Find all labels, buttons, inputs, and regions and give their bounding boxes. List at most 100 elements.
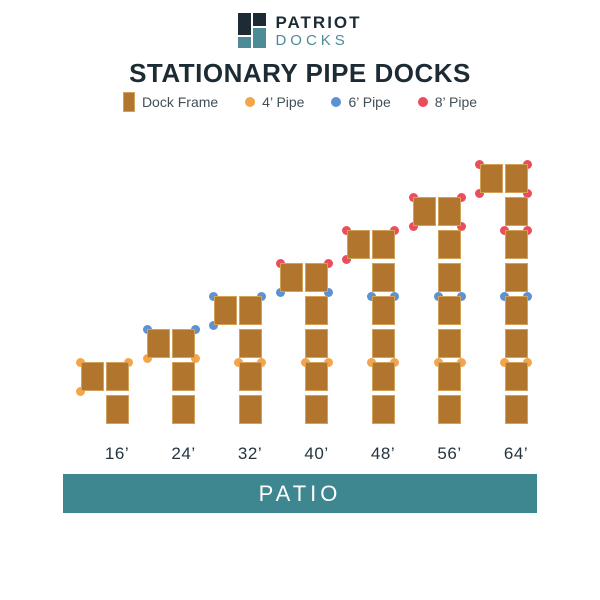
dock-frame-walkway: [504, 263, 528, 292]
dock-frame-walkway: [504, 197, 528, 226]
pipe8-dot: [408, 221, 418, 231]
pipe8-dot: [456, 192, 466, 202]
brand-name-top: PATRIOT: [275, 13, 362, 32]
legend-label: Dock Frame: [141, 94, 219, 110]
pipe-dot-swatch: [245, 97, 256, 107]
logo-rect-teal-small: [238, 37, 252, 48]
pipe4-dot: [257, 357, 266, 367]
dock-frame-walkway: [172, 362, 195, 391]
legend-item-1: 4’ Pipe: [245, 94, 304, 110]
dock-frame-head-right: [172, 329, 195, 358]
dock-frame-head-right: [371, 230, 395, 259]
dock-frame-head-right: [438, 197, 461, 226]
dock-frame-walkway: [371, 263, 395, 292]
patriot-docks-logo: PATRIOT DOCKS: [238, 12, 361, 49]
pipe8-dot: [523, 225, 532, 235]
pipe4-dot: [456, 357, 466, 367]
pipe-dot-swatch: [331, 97, 342, 107]
dock-frame-walkway: [438, 263, 461, 292]
dock-frame-walkway: [371, 395, 395, 424]
pipe4-dot: [323, 357, 333, 367]
dock-frame-walkway: [438, 230, 461, 259]
dock-length-label: 56’: [437, 444, 462, 463]
dock-frame-walkway: [438, 362, 461, 391]
pipe4-dot: [76, 386, 85, 396]
legend-label: 8’ Pipe: [434, 94, 478, 110]
dock-frame-walkway: [305, 296, 328, 325]
dock-frame-walkway: [238, 395, 262, 424]
legend: Dock Frame 4’ Pipe 6’ Pipe 8’ Pipe: [0, 92, 600, 112]
logo-rect-dark-small: [253, 13, 267, 26]
pipe8-dot: [342, 254, 351, 264]
dock-frame-head-right: [305, 263, 328, 292]
pipe6-dot: [323, 287, 333, 297]
pipe6-dot: [523, 291, 532, 301]
dock-frame-walkway: [504, 230, 528, 259]
pipe4-dot: [124, 357, 133, 367]
dock-length-label: 64’: [503, 444, 529, 463]
dock-frame-walkway: [504, 395, 528, 424]
pipe8-dot: [523, 159, 532, 169]
dock-frame-head-left: [213, 296, 237, 325]
dock-frame-head-right: [105, 362, 129, 391]
dock-frame-head-left: [413, 197, 436, 226]
legend-item-0: Dock Frame: [122, 92, 219, 112]
dock-frame-head-left: [346, 230, 370, 259]
dock-frame-walkway: [438, 395, 461, 424]
pipe8-dot: [390, 225, 399, 235]
pipe8-dot: [456, 221, 466, 231]
pipe6-dot: [209, 320, 218, 330]
pipe4-dot: [142, 353, 152, 363]
pipe6-dot: [257, 291, 266, 301]
dock-frame-walkway: [371, 362, 395, 391]
dock-frame-head-left: [80, 362, 104, 391]
logo-mark-icon: [238, 12, 267, 49]
dock-frame-walkway: [238, 362, 262, 391]
dock-frame-walkway: [438, 329, 461, 358]
dock-frame-walkway: [305, 395, 328, 424]
pipe-dot-swatch: [417, 97, 428, 107]
pipe6-dot: [190, 324, 200, 334]
dock-frame-head-right: [504, 164, 528, 193]
dock-frame-walkway: [504, 296, 528, 325]
dock-frame-swatch: [122, 92, 135, 112]
patio-bar: PATIO: [63, 474, 537, 513]
dock-frame-head-left: [280, 263, 303, 292]
pipe6-dot: [390, 291, 399, 301]
logo-rect-dark-tall: [238, 13, 252, 35]
pipe8-dot: [323, 258, 333, 268]
dock-frame-walkway: [305, 329, 328, 358]
dock-frame-walkway: [438, 296, 461, 325]
dock-frame-walkway: [105, 395, 129, 424]
page-title: STATIONARY PIPE DOCKS: [129, 58, 471, 88]
legend-item-3: 8’ Pipe: [417, 94, 478, 110]
pipe8-dot: [523, 188, 532, 198]
dock-length-label: 16’: [104, 444, 130, 463]
dock-frame-head-right: [238, 296, 262, 325]
dock-length-label: 24’: [171, 444, 196, 463]
pipe6-dot: [275, 287, 285, 297]
pipe4-dot: [190, 353, 200, 363]
logo-wordmark: PATRIOT DOCKS: [275, 12, 361, 49]
dock-frame-walkway: [371, 296, 395, 325]
dock-frame-walkway: [504, 362, 528, 391]
dock-frame-head-left: [147, 329, 170, 358]
legend-label: 4’ Pipe: [262, 94, 305, 110]
dock-frame-walkway: [238, 329, 262, 358]
pipe6-dot: [456, 291, 466, 301]
dock-frame-walkway: [504, 329, 528, 358]
dock-length-label: 40’: [304, 444, 329, 463]
legend-item-2: 6’ Pipe: [331, 94, 391, 110]
legend-label: 6’ Pipe: [348, 94, 391, 110]
dock-length-label: 32’: [237, 444, 263, 463]
pipe4-dot: [390, 357, 399, 367]
dock-length-label: 48’: [370, 444, 396, 463]
dock-frame-walkway: [305, 362, 328, 391]
brand-name-bottom: DOCKS: [275, 32, 349, 49]
logo-rect-teal-tall: [253, 28, 267, 48]
patio-label: PATIO: [258, 480, 342, 506]
dock-frame-walkway: [172, 395, 195, 424]
pipe8-dot: [475, 188, 484, 198]
